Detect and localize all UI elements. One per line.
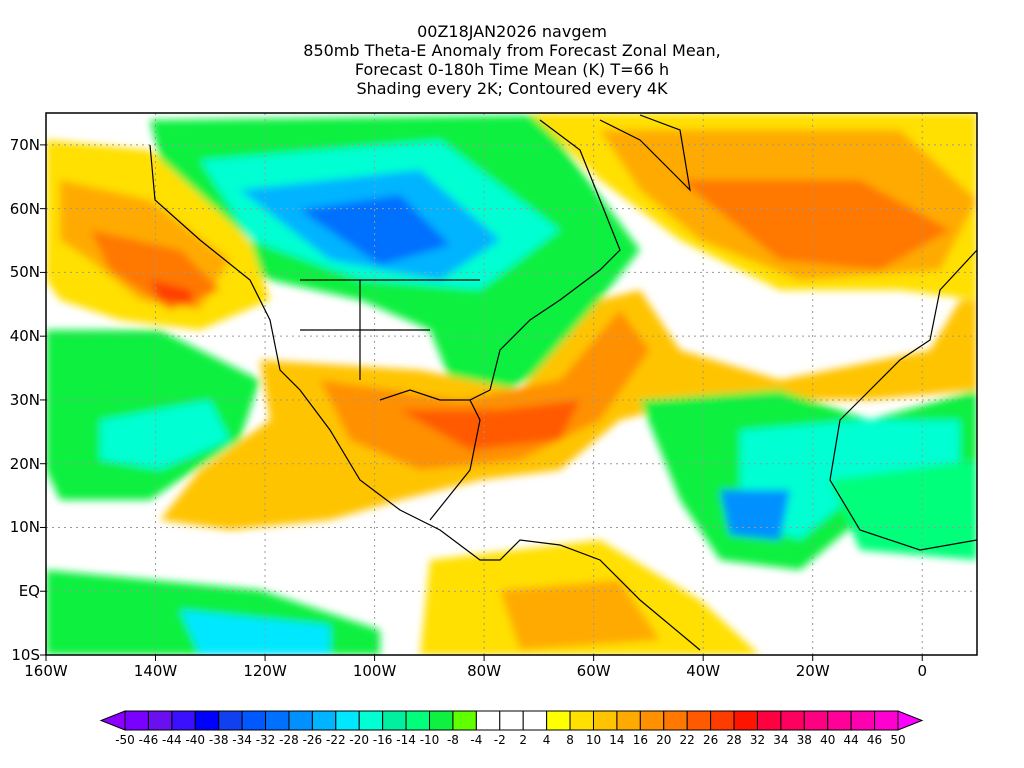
colorbar-swatch xyxy=(288,710,313,731)
colorbar-label: -44 xyxy=(162,733,182,747)
colorbar-swatch xyxy=(335,710,360,731)
colorbar-label: -46 xyxy=(138,733,159,747)
colorbar-label: 14 xyxy=(609,733,625,747)
colorbar-label: -26 xyxy=(302,733,323,747)
latitude-label: 50N xyxy=(9,263,40,282)
colorbar-label: 50 xyxy=(890,733,906,747)
colorbar-label: -22 xyxy=(326,733,346,747)
colorbar-swatch xyxy=(124,710,149,731)
colorbar-label: 16 xyxy=(632,733,648,747)
colorbar-swatch xyxy=(147,710,173,731)
colorbar xyxy=(99,710,924,731)
longitude-label: 80W xyxy=(467,662,502,680)
latitude-label: 20N xyxy=(9,454,40,473)
longitude-label: 140W xyxy=(133,662,178,680)
colorbar-label: -40 xyxy=(185,733,206,747)
colorbar-label: 22 xyxy=(679,733,695,747)
colorbar-label: 40 xyxy=(820,733,836,747)
coastlines xyxy=(149,114,977,651)
colorbar-swatch xyxy=(171,710,196,731)
colorbar-label: -28 xyxy=(279,733,299,747)
longitude-label: 0 xyxy=(917,662,927,680)
plot-frame xyxy=(45,112,978,656)
latitude-label: 70N xyxy=(9,135,40,154)
colorbar-swatch xyxy=(710,710,735,731)
latitude-label: 40N xyxy=(9,327,40,346)
colorbar-label: 26 xyxy=(702,733,719,747)
latitude-label: 30N xyxy=(9,390,40,409)
colorbar-label: -4 xyxy=(470,733,483,747)
colorbar-swatch xyxy=(827,710,852,731)
longitude-label: 100W xyxy=(352,662,397,680)
colorbar-label: 46 xyxy=(866,733,883,747)
anomaly-shading xyxy=(46,113,977,655)
colorbar-label: 38 xyxy=(796,733,812,747)
colorbar-swatch xyxy=(311,710,337,731)
colorbar-swatch xyxy=(241,710,267,731)
longitude-label: 120W xyxy=(243,662,287,680)
colorbar-swatch xyxy=(592,710,618,731)
colorbar-label: 8 xyxy=(566,733,574,747)
colorbar-label: -8 xyxy=(446,733,459,747)
colorbar-swatch xyxy=(522,710,548,731)
colorbar-label: 28 xyxy=(726,733,742,747)
colorbar-swatch xyxy=(429,710,454,731)
colorbar-swatch xyxy=(358,710,384,731)
colorbar-high-triangle xyxy=(897,710,924,731)
colorbar-swatch xyxy=(803,710,829,731)
colorbar-label: -20 xyxy=(349,733,370,747)
colorbar-label: -2 xyxy=(493,733,506,747)
colorbar-swatch xyxy=(686,710,712,731)
colorbar-label: 4 xyxy=(542,733,551,747)
colorbar-label: 44 xyxy=(843,733,859,747)
colorbar-label: 34 xyxy=(773,733,789,747)
latitude-label: 10S xyxy=(11,646,40,664)
longitude-label: 40W xyxy=(686,662,721,680)
title-line-4: Shading every 2K; Contoured every 4K xyxy=(356,79,668,98)
colorbar-label: -38 xyxy=(208,733,229,747)
title-line-3: Forecast 0-180h Time Mean (K) T=66 h xyxy=(354,60,670,79)
colorbar-swatch xyxy=(639,710,665,731)
colorbar-swatch xyxy=(663,710,688,731)
longitude-label: 160W xyxy=(24,662,68,680)
title-line-1: 00Z18JAN2026 navgem xyxy=(417,22,607,41)
title-line-2: 850mb Theta-E Anomaly from Forecast Zona… xyxy=(303,41,721,60)
colorbar-swatch xyxy=(194,710,220,731)
colorbar-low-triangle xyxy=(99,710,126,731)
colorbar-label: -32 xyxy=(255,733,276,747)
colorbar-label: 2 xyxy=(519,733,528,747)
colorbar-swatch xyxy=(382,710,407,731)
colorbar-swatch xyxy=(546,710,571,731)
colorbar-label: -14 xyxy=(396,733,416,747)
colorbar-label: 32 xyxy=(749,733,766,747)
colorbar-label: -50 xyxy=(115,733,135,747)
colorbar-swatch xyxy=(733,710,758,731)
colorbar-label: -34 xyxy=(232,733,252,747)
colorbar-swatch xyxy=(499,710,524,731)
colorbar-swatch xyxy=(616,710,641,731)
latitude-label: 10N xyxy=(9,518,40,537)
colorbar-swatch xyxy=(452,710,477,731)
colorbar-label: 10 xyxy=(585,733,602,747)
longitude-label: 60W xyxy=(576,662,611,680)
colorbar-swatch xyxy=(405,710,431,731)
colorbar-swatch xyxy=(850,710,876,731)
latitude-label: EQ xyxy=(18,582,40,601)
colorbar-label: -10 xyxy=(419,733,440,747)
colorbar-swatch xyxy=(265,710,290,731)
colorbar-swatch xyxy=(218,710,243,731)
colorbar-swatch xyxy=(874,710,899,731)
chart-title: 00Z18JAN2026 navgem 850mb Theta-E Anomal… xyxy=(0,22,1024,98)
colorbar-swatch xyxy=(569,710,594,731)
latitude-label: 60N xyxy=(9,199,40,218)
colorbar-swatch xyxy=(780,710,805,731)
longitude-label: 20W xyxy=(795,662,830,680)
graticule xyxy=(46,113,977,655)
colorbar-label: -16 xyxy=(372,733,393,747)
colorbar-swatch xyxy=(475,710,501,731)
colorbar-swatch xyxy=(756,710,782,731)
colorbar-label: 20 xyxy=(656,733,672,747)
